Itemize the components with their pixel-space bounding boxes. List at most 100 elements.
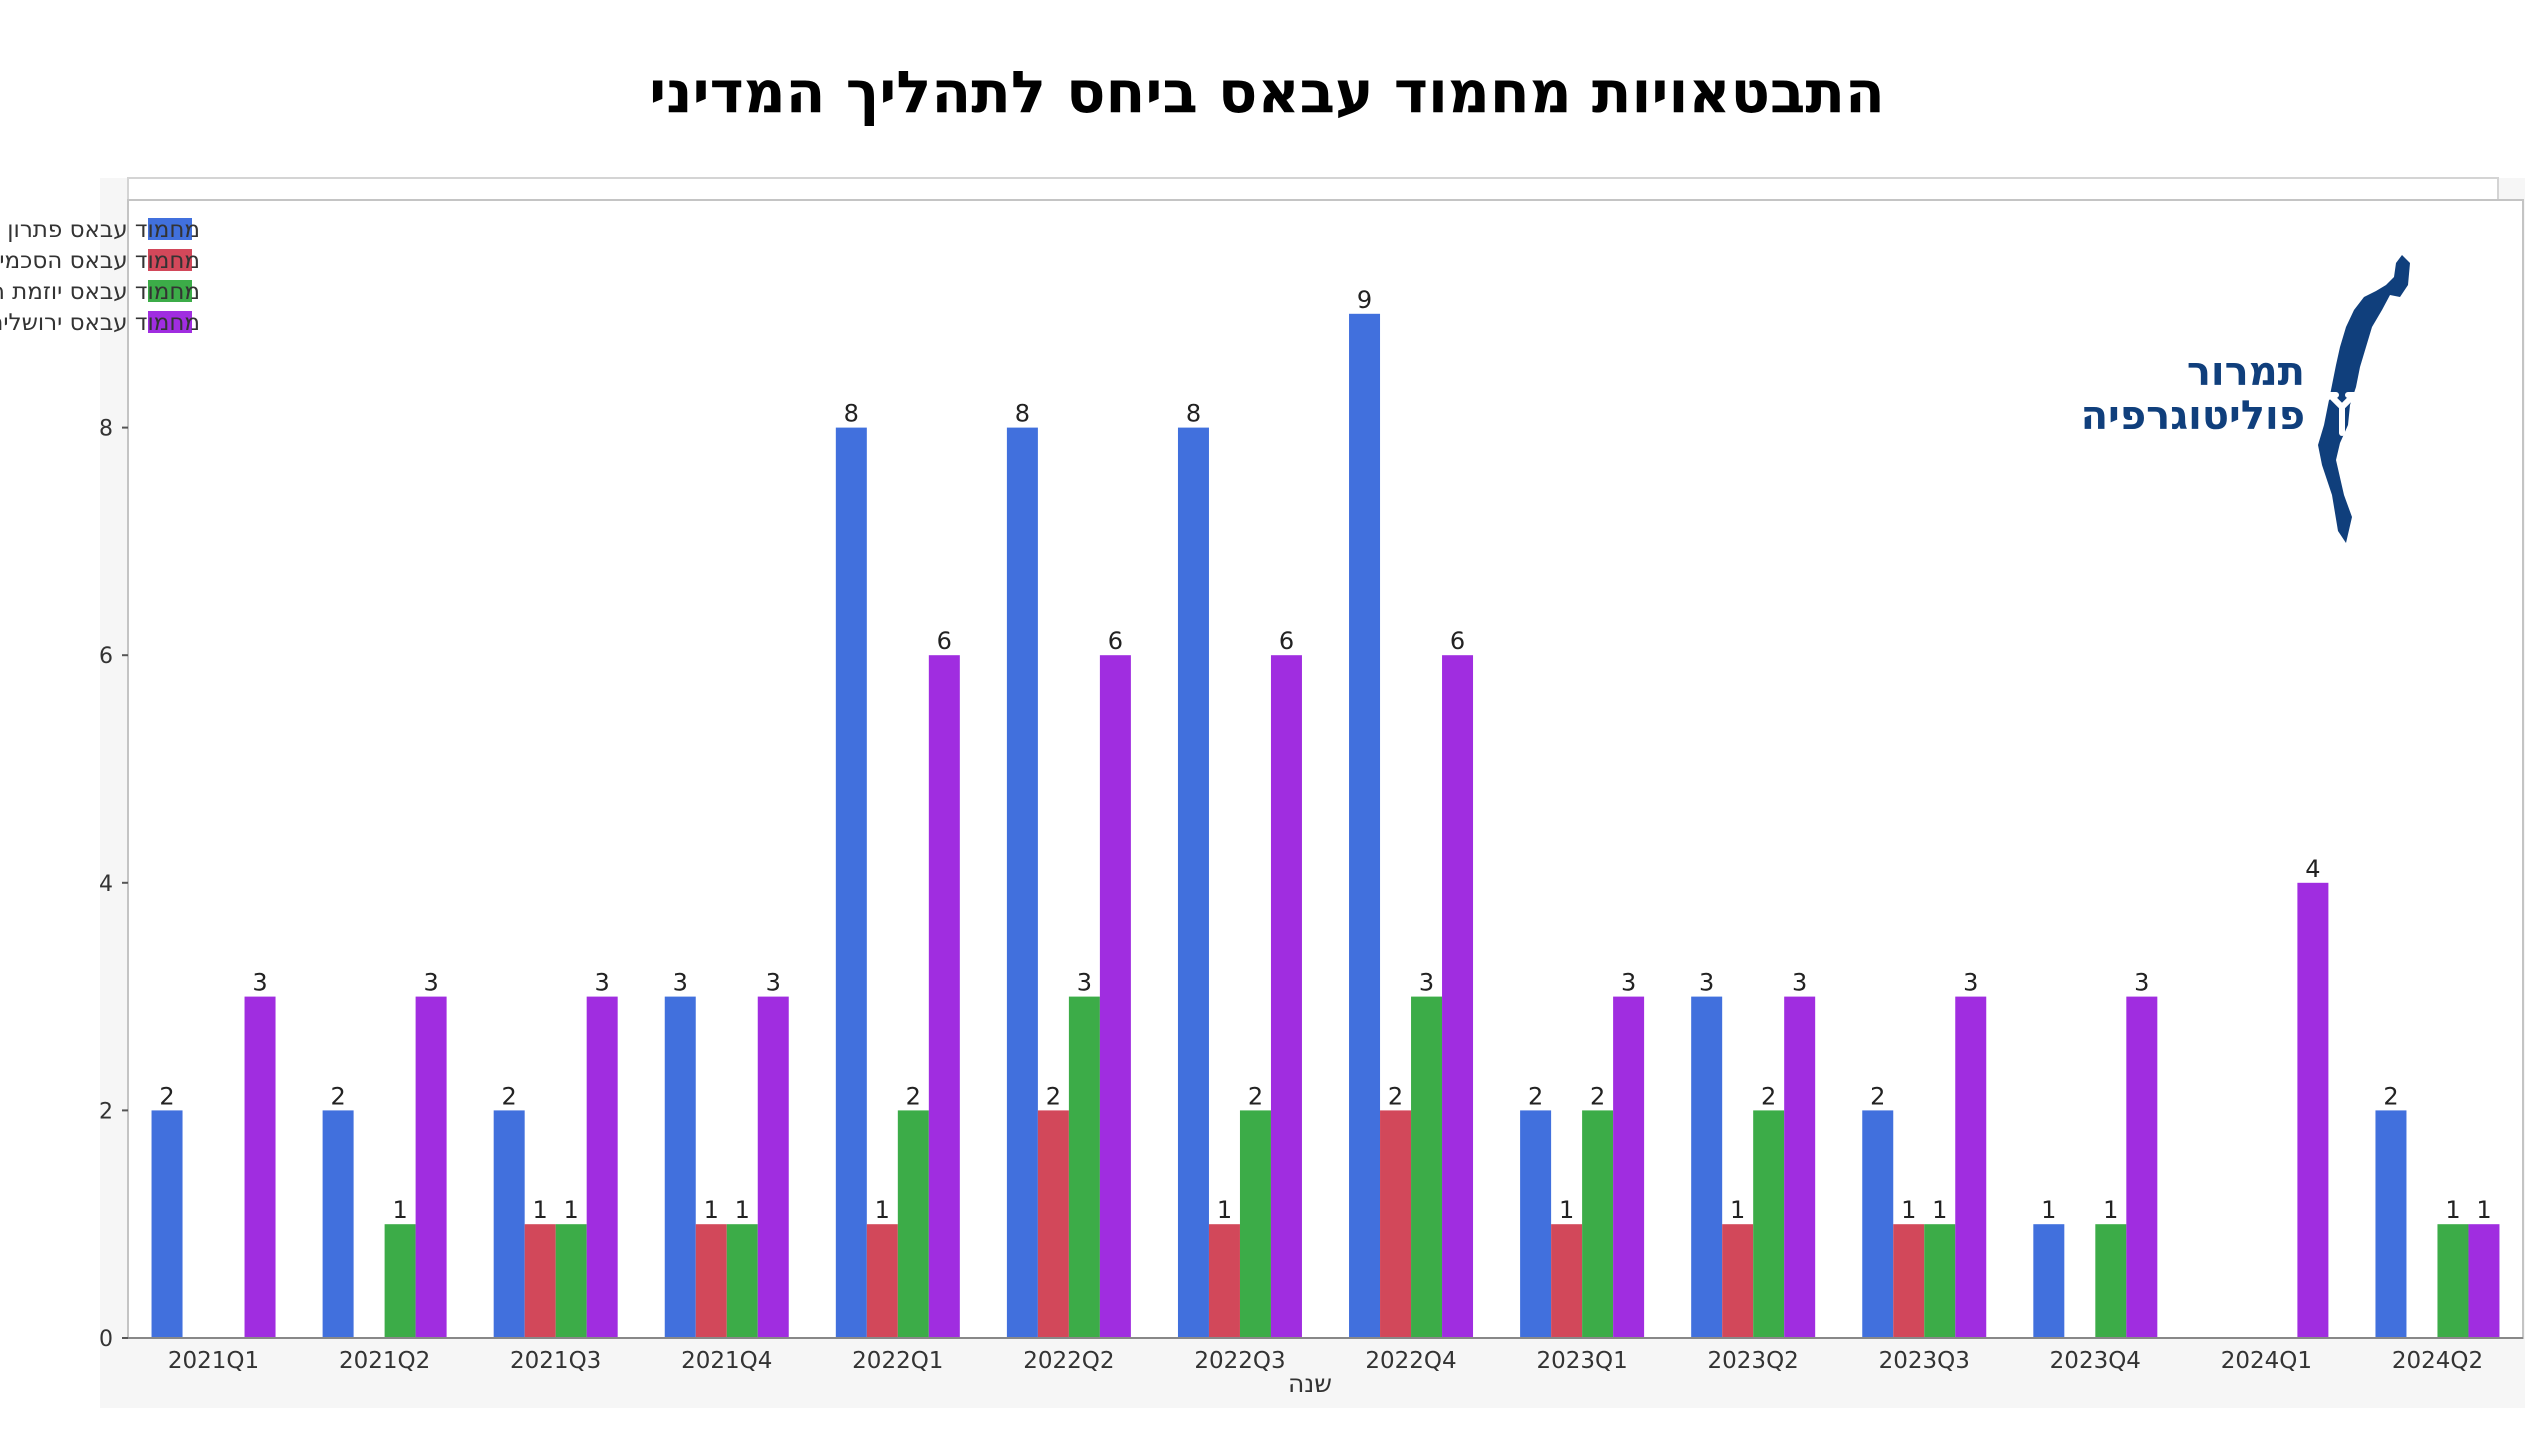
- bar-value-label: 2: [906, 1082, 921, 1110]
- bar: [2437, 1224, 2469, 1338]
- bar: [1099, 655, 1131, 1338]
- bar-value-label: 3: [252, 969, 267, 997]
- y-tick-label: 0: [99, 1327, 113, 1352]
- x-tick-label: 2023Q4: [2050, 1348, 2141, 1374]
- logo: תמרור פוליטוגרפיה: [2050, 255, 2430, 545]
- x-tick-label: 2023Q1: [1536, 1348, 1627, 1374]
- bar-value-label: 3: [1419, 969, 1434, 997]
- bar-value-label: 1: [1901, 1196, 1916, 1224]
- x-axis-title: שנה: [1288, 1369, 1332, 1398]
- bar-value-label: 3: [1792, 969, 1807, 997]
- bar-value-label: 9: [1357, 286, 1372, 314]
- bar-value-label: 8: [844, 400, 859, 428]
- x-tick-label: 2024Q2: [2392, 1348, 2483, 1374]
- bar-value-label: 3: [766, 969, 781, 997]
- israel-map-icon: [2318, 255, 2410, 543]
- bar-value-label: 2: [1046, 1082, 1061, 1110]
- x-axis: 2021Q1 2021Q2 2021Q3 2021Q4 2022Q1 2022Q2 2022…: [128, 1337, 2523, 1374]
- bar-value-label: 3: [673, 969, 688, 997]
- bar: [1520, 1110, 1552, 1338]
- bar-value-label: 1: [2476, 1196, 2491, 1224]
- bar: [1068, 996, 1100, 1338]
- x-tick-label: 2021Q2: [339, 1348, 430, 1374]
- bar: [244, 996, 276, 1338]
- x-tick-label: 2021Q4: [681, 1348, 772, 1374]
- bar: [151, 1110, 183, 1338]
- bar: [524, 1224, 556, 1338]
- bar: [586, 996, 618, 1338]
- bar: [757, 996, 789, 1338]
- bar-value-label: 6: [1108, 627, 1123, 655]
- bar-value-label: 3: [1621, 969, 1636, 997]
- bar: [322, 1110, 354, 1338]
- bar: [726, 1224, 758, 1338]
- bar: [1753, 1110, 1785, 1338]
- bar: [866, 1224, 898, 1338]
- bar-value-label: 3: [423, 969, 438, 997]
- bar-value-label: 4: [2305, 855, 2320, 883]
- bar-value-label: 2: [1528, 1082, 1543, 1110]
- x-tick-label: 2021Q3: [510, 1348, 601, 1374]
- bar: [1722, 1224, 1754, 1338]
- bar-value-label: 3: [2134, 969, 2149, 997]
- legend-label: מחמוד עבאס יוזמת השלום הערבית: [0, 279, 200, 305]
- bar-value-label: 2: [1388, 1082, 1403, 1110]
- bar-value-label: 1: [392, 1196, 407, 1224]
- bar: [1893, 1224, 1925, 1338]
- bar-value-label: 1: [1932, 1196, 1947, 1224]
- bar: [695, 1224, 727, 1338]
- bar: [1380, 1110, 1412, 1338]
- legend-swatch: [148, 280, 192, 302]
- chart-title: התבטאויות מחמוד עבאס ביחס לתהליך המדיני: [649, 58, 1885, 126]
- bar-value-label: 2: [1590, 1082, 1605, 1110]
- x-tick-label: 2022Q2: [1023, 1348, 1114, 1374]
- bar: [1349, 313, 1381, 1338]
- bar: [2297, 882, 2329, 1338]
- bar: [1691, 996, 1723, 1338]
- logo-text: תמרור פוליטוגרפיה: [2081, 350, 2305, 438]
- bar: [835, 427, 867, 1339]
- y-tick-label: 8: [99, 417, 113, 442]
- bar-value-label: 2: [1248, 1082, 1263, 1110]
- bar-value-label: 2: [1870, 1082, 1885, 1110]
- bar: [2375, 1110, 2407, 1338]
- bar: [1239, 1110, 1271, 1338]
- bar-value-label: 2: [502, 1082, 517, 1110]
- logo-line-2: פוליטוגרפיה: [2080, 393, 2305, 439]
- y-axis: 0 2 4 6 8: [99, 417, 128, 1352]
- legend: מחמוד עבאס פתרון שתי מדינות מחמוד עבאס הס…: [0, 217, 200, 336]
- bar-value-label: 1: [1730, 1196, 1745, 1224]
- bar: [928, 655, 960, 1338]
- x-tick-label: 2022Q4: [1365, 1348, 1456, 1374]
- bar-value-label: 2: [159, 1082, 174, 1110]
- legend-label: מחמוד עבאס ירושלים המזרחית עיר בירה: [0, 310, 200, 336]
- x-tick-label: 2023Q2: [1708, 1348, 1799, 1374]
- bar: [1784, 996, 1816, 1338]
- bar: [1177, 427, 1209, 1339]
- y-tick-label: 4: [99, 872, 113, 897]
- bar: [1924, 1224, 1956, 1338]
- bar-value-label: 3: [1077, 969, 1092, 997]
- bar-value-label: 8: [1015, 400, 1030, 428]
- bar-value-label: 8: [1186, 400, 1201, 428]
- bar-value-label: 1: [735, 1196, 750, 1224]
- bar: [1582, 1110, 1614, 1338]
- bar-value-label: 1: [1217, 1196, 1232, 1224]
- bar-value-label: 3: [1699, 969, 1714, 997]
- bar: [2033, 1224, 2065, 1338]
- bar-value-label: 2: [1761, 1082, 1776, 1110]
- x-tick-label: 2022Q3: [1194, 1348, 1285, 1374]
- bar-value-label: 1: [564, 1196, 579, 1224]
- bar: [1613, 996, 1645, 1338]
- bar-value-label: 1: [2041, 1196, 2056, 1224]
- bar: [1442, 655, 1474, 1338]
- bar-value-label: 3: [1963, 969, 1978, 997]
- bar-value-label: 3: [595, 969, 610, 997]
- bar: [2095, 1224, 2127, 1338]
- logo-line-1: תמרור: [2186, 349, 2305, 395]
- bar-value-label: 2: [330, 1082, 345, 1110]
- y-tick-label: 2: [99, 1099, 113, 1124]
- legend-swatch: [148, 218, 192, 240]
- bar: [1862, 1110, 1894, 1338]
